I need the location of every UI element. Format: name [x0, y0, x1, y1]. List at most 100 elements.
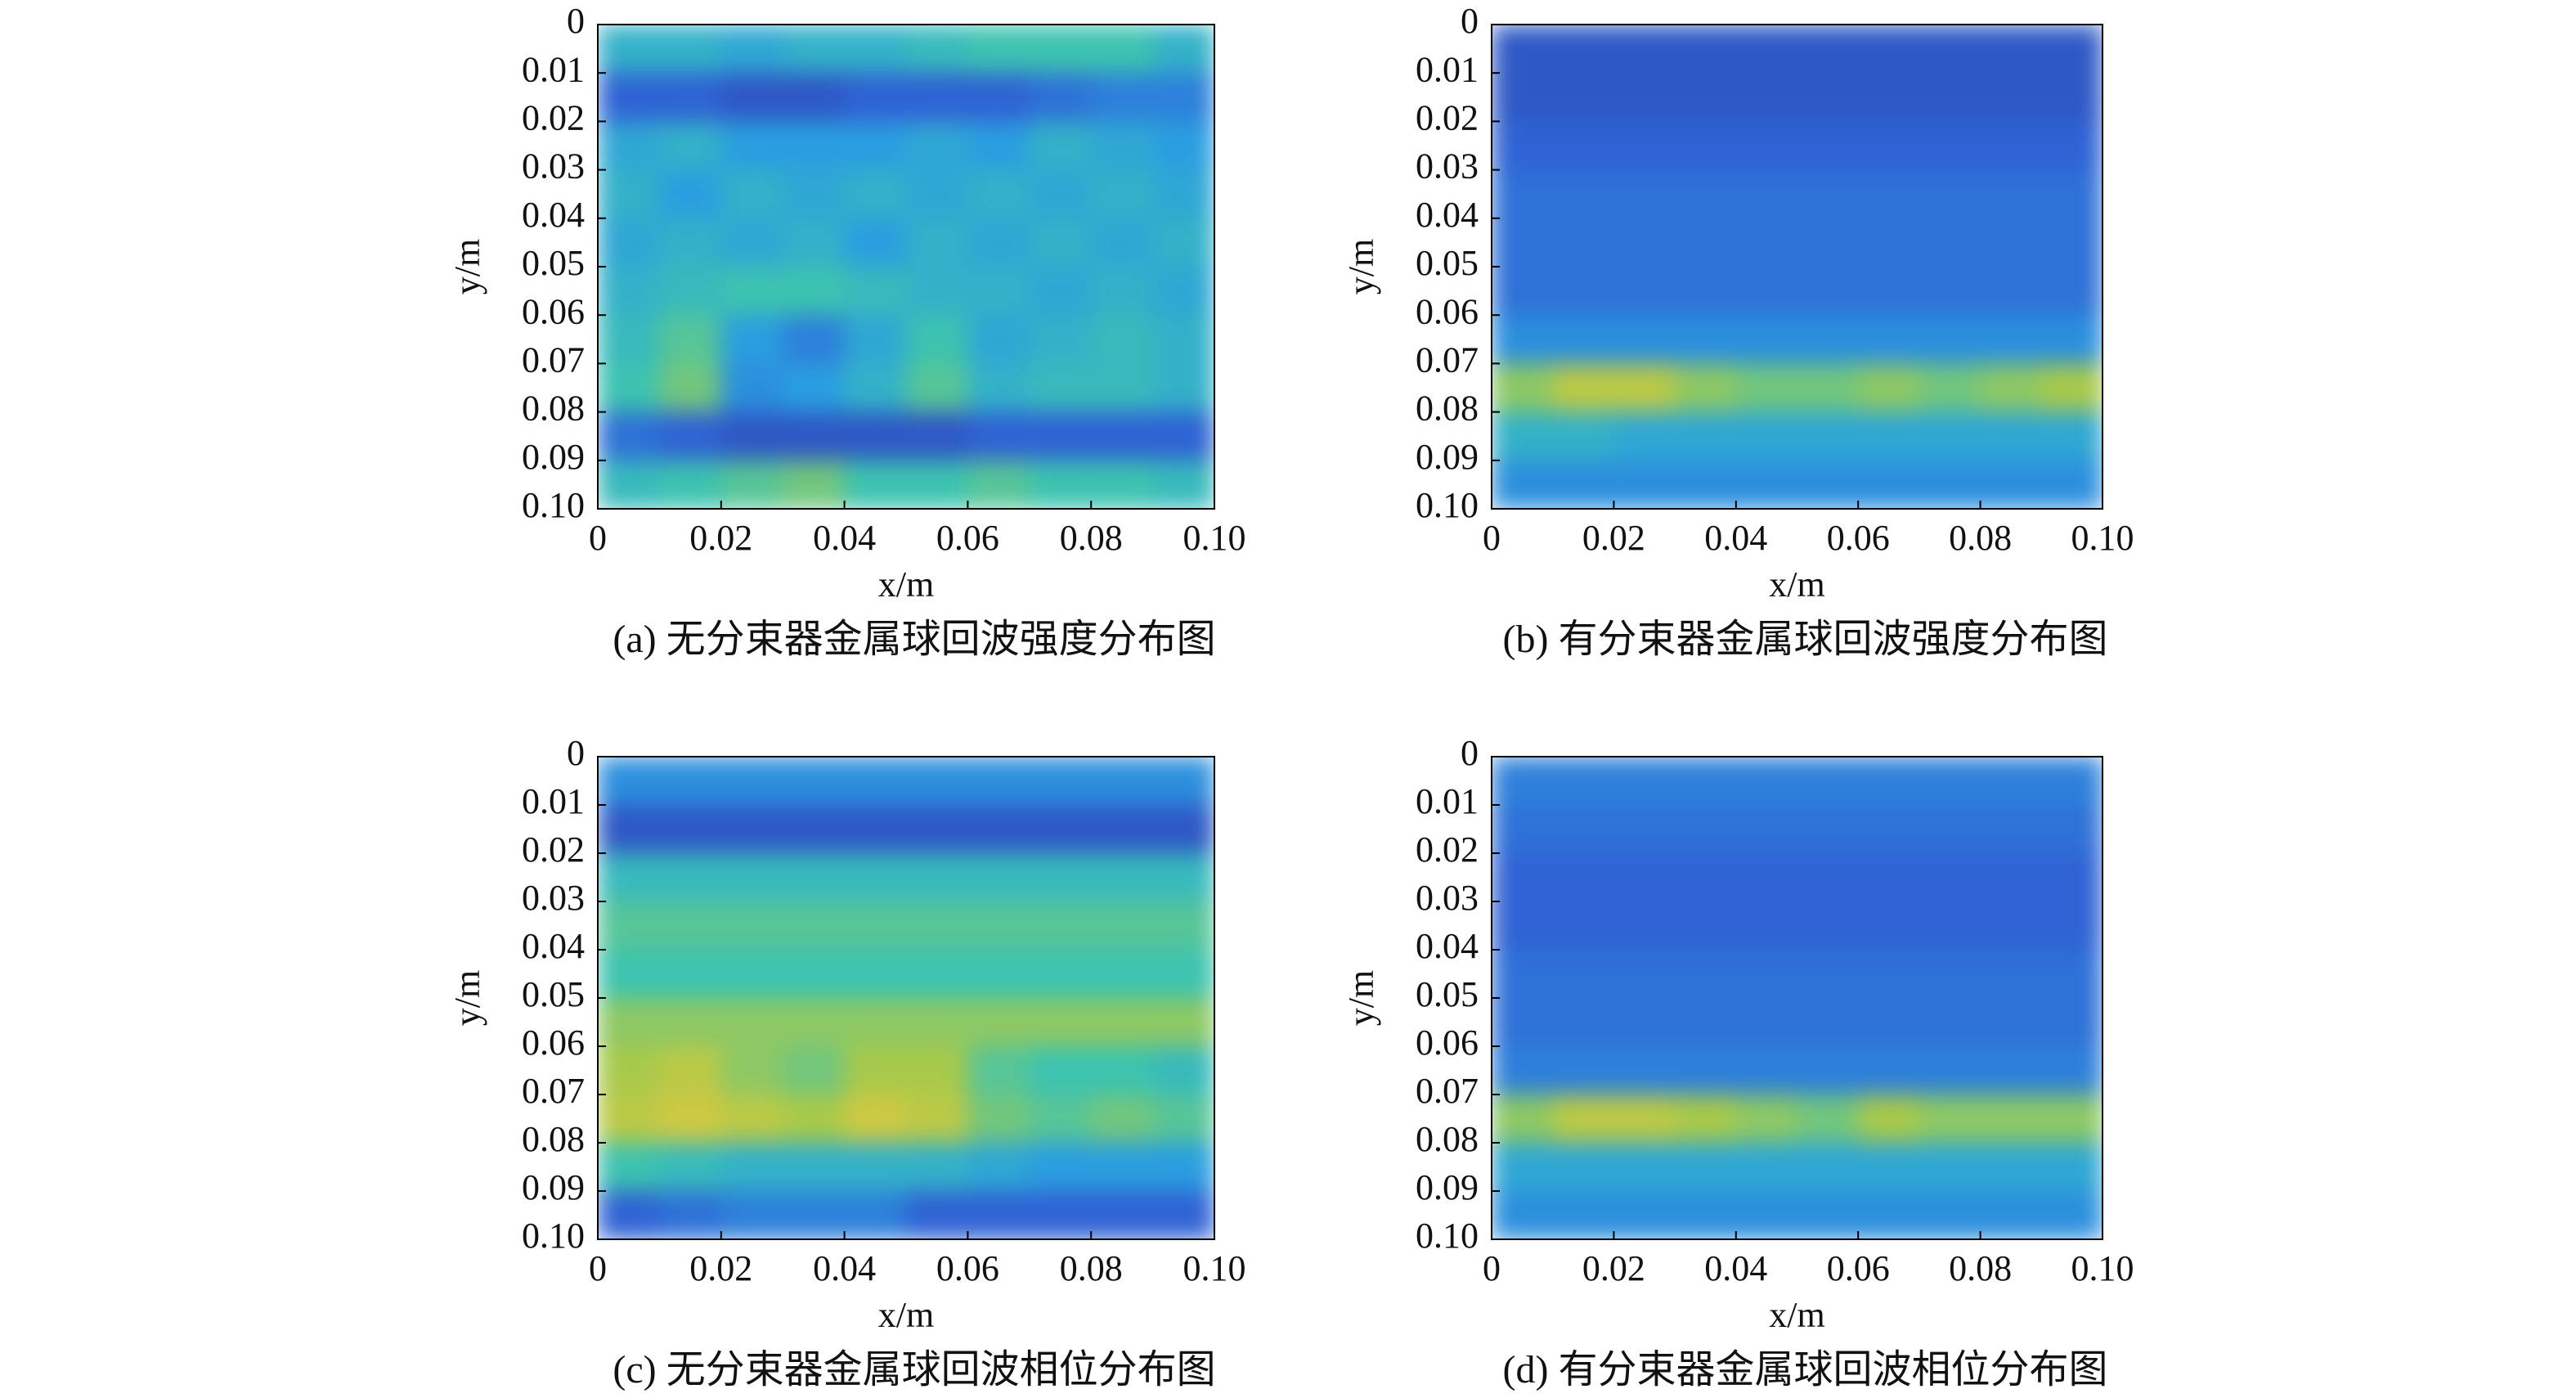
y-tick-label: 0.07: [1416, 1071, 1479, 1111]
heatmap-cell: [1735, 757, 1798, 806]
heatmap-cell: [2041, 901, 2103, 951]
heatmap-cell: [844, 1046, 907, 1095]
heatmap-cell: [844, 1191, 907, 1239]
heatmap-cell: [1552, 218, 1615, 267]
heatmap-cell: [783, 757, 846, 806]
heatmap-cell: [783, 1046, 846, 1095]
y-tick-label: 0.04: [1416, 926, 1479, 966]
x-tick-label: 0: [1483, 518, 1501, 558]
heatmap-cell: [1858, 25, 1920, 74]
heatmap-cell: [1613, 73, 1676, 123]
heatmap-cell: [1797, 411, 1860, 461]
heatmap-cell: [2041, 169, 2103, 219]
heatmap-cell: [720, 315, 784, 365]
heatmap-cell: [1675, 460, 1737, 509]
heatmap-cell: [1552, 805, 1615, 854]
heatmap-cell: [844, 1143, 907, 1192]
y-tick-label: 0.05: [1416, 974, 1479, 1014]
x-tick-label: 0: [589, 1248, 607, 1288]
heatmap-cell: [1980, 25, 2043, 74]
caption: (b) 有分束器金属球回波强度分布图: [1503, 618, 2108, 661]
heatmap-cell: [1735, 1143, 1798, 1192]
heatmap-cell: [1091, 267, 1154, 317]
heatmap-cell: [1152, 267, 1214, 317]
heatmap-cell: [844, 121, 907, 171]
y-tick-label: 0.03: [1416, 878, 1479, 918]
heatmap-cell: [844, 315, 907, 365]
heatmap-cell: [1980, 805, 2043, 854]
heatmap-cell: [659, 805, 722, 854]
heatmap-cell: [1091, 121, 1154, 171]
x-tick-label: 0.08: [1060, 518, 1123, 558]
heatmap-cell: [598, 901, 661, 951]
heatmap-cell: [598, 267, 661, 317]
heatmap-cell: [2041, 757, 2103, 806]
heatmap-cell: [1675, 218, 1737, 267]
heatmap-cell: [1492, 853, 1554, 902]
heatmap-cell: [1675, 1046, 1737, 1095]
heatmap-cell: [783, 73, 846, 123]
heatmap-cell: [967, 853, 1030, 902]
heatmap-cell: [1152, 363, 1214, 413]
heatmap-cell: [720, 1046, 784, 1095]
heatmap-cell: [1029, 25, 1093, 74]
heatmap-cell: [1797, 73, 1860, 123]
heatmap-cell: [1552, 25, 1615, 74]
heatmap-cell: [2041, 998, 2103, 1047]
heatmap-cell: [1919, 901, 1981, 951]
x-tick-label: 0.06: [1827, 518, 1890, 558]
heatmap-cell: [1919, 411, 1981, 461]
heatmap-cell: [967, 1095, 1030, 1144]
x-tick-label: 0.08: [1949, 1248, 2012, 1288]
caption: (c) 无分束器金属球回波相位分布图: [613, 1348, 1215, 1391]
heatmap-cell: [1029, 460, 1093, 509]
heatmap-cell: [1980, 218, 2043, 267]
heatmap-cells: [598, 25, 1214, 509]
x-tick-label: 0.06: [936, 1248, 999, 1288]
heatmap-cell: [1552, 998, 1615, 1047]
y-tick-label: 0.02: [1416, 97, 1479, 137]
heatmap-cell: [659, 757, 722, 806]
panel: 0 0.01 0.02 0.03 0.04 0.05 0.06 0.07 0.08 0.09 0.1…: [447, 733, 1245, 1391]
y-axis-label: y/m: [447, 970, 487, 1026]
heatmap-cell: [598, 1046, 661, 1095]
heatmap-cell: [1613, 25, 1676, 74]
heatmap-cell: [1152, 411, 1214, 461]
y-tick-label: 0.01: [1416, 49, 1479, 89]
heatmap-cell: [1735, 1191, 1798, 1239]
y-tick-label: 0.03: [1416, 146, 1479, 187]
heatmap-cell: [1735, 411, 1798, 461]
heatmap-cell: [659, 363, 722, 413]
y-tick-label: 0.07: [1416, 339, 1479, 380]
heatmap-cell: [1552, 757, 1615, 806]
y-tick-label: 0.02: [1416, 829, 1479, 870]
heatmap-cell: [720, 411, 784, 461]
heatmap-cell: [720, 25, 784, 74]
heatmap-cell: [659, 73, 722, 123]
heatmap-cell: [1492, 411, 1554, 461]
heatmap-cell: [844, 950, 907, 999]
y-tick-label: 0.02: [522, 97, 585, 137]
heatmap-cell: [1858, 1143, 1920, 1192]
heatmap-cell: [720, 998, 784, 1047]
heatmap-cell: [2041, 805, 2103, 854]
heatmap-cell: [720, 853, 784, 902]
heatmap-cell: [783, 1191, 846, 1239]
heatmap-cell: [1675, 757, 1737, 806]
heatmap-cell: [1552, 901, 1615, 951]
y-tick-label: 0: [1461, 1, 1479, 41]
heatmap-cell: [1492, 1191, 1554, 1239]
heatmap-cell: [1980, 1046, 2043, 1095]
heatmap-cell: [1797, 853, 1860, 902]
heatmap-cell: [1735, 1095, 1798, 1144]
y-tick-label: 0.06: [522, 1023, 585, 1063]
heatmap-cell: [906, 121, 969, 171]
heatmap-cell: [967, 121, 1030, 171]
y-tick-label: 0.06: [1416, 291, 1479, 331]
heatmap-cell: [598, 1095, 661, 1144]
x-tick-label: 0.10: [1183, 518, 1246, 558]
heatmap-cell: [1029, 121, 1093, 171]
heatmap-cell: [1613, 805, 1676, 854]
heatmap-cell: [783, 267, 846, 317]
heatmap-cell: [1919, 267, 1981, 317]
